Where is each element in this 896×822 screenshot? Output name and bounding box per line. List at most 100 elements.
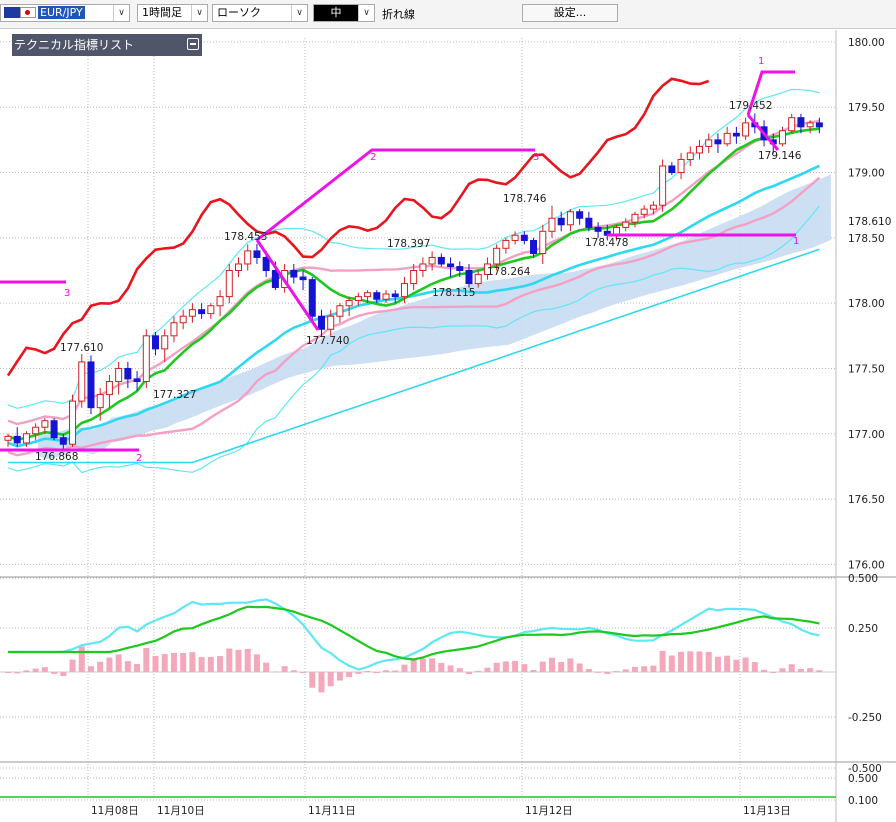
chart-type-select[interactable]: ローソク ∨ xyxy=(212,4,308,22)
candle-body xyxy=(428,256,436,265)
macd-histogram-bar xyxy=(558,661,565,672)
candle-body xyxy=(539,230,547,255)
candle-body xyxy=(400,283,408,298)
candle-body xyxy=(290,269,298,278)
macd-histogram-bar xyxy=(604,672,611,674)
macd-histogram-bar xyxy=(613,671,620,673)
candle xyxy=(225,263,233,304)
candle xyxy=(668,162,676,176)
currency-pair-select[interactable]: EUR/JPY ∨ xyxy=(0,4,130,22)
macd-histogram-bar xyxy=(207,656,214,672)
candle-body xyxy=(336,305,344,317)
macd-histogram-bar xyxy=(217,656,224,672)
candle-body xyxy=(659,165,667,206)
candle xyxy=(649,201,657,215)
candle-body xyxy=(32,426,40,435)
candle xyxy=(585,211,593,232)
minimize-icon[interactable] xyxy=(187,38,199,50)
macd-histogram-bar xyxy=(235,649,242,672)
candle-body xyxy=(152,335,160,350)
zigzag-line xyxy=(746,114,780,151)
macd-histogram-bar xyxy=(687,651,694,672)
macd-histogram-bar xyxy=(733,659,740,672)
candle-body xyxy=(345,300,353,307)
macd-histogram-bar xyxy=(705,651,712,672)
macd-histogram-bar xyxy=(576,663,583,672)
candle-body xyxy=(732,132,740,137)
high-low-label: 177.327 xyxy=(153,389,196,401)
line-thickness-select[interactable]: 中 ∨ xyxy=(313,4,375,22)
candle xyxy=(161,329,169,362)
candle-body xyxy=(50,420,58,439)
candle-body xyxy=(207,305,215,315)
candle xyxy=(465,263,473,288)
candle xyxy=(382,290,390,304)
macd-histogram-bar xyxy=(161,654,168,672)
line-tool-label[interactable]: 折れ線 xyxy=(382,8,415,21)
chevron-down-icon[interactable]: ∨ xyxy=(291,5,307,21)
macd-histogram-bar xyxy=(170,652,177,672)
moving-average-mid-line xyxy=(7,127,820,441)
macd-histogram-bar xyxy=(51,672,58,674)
price-tick-label: 178.50 xyxy=(848,233,885,245)
candle xyxy=(299,270,307,291)
high-low-label: 176.868 xyxy=(35,451,78,463)
macd-histogram-bar xyxy=(364,670,371,672)
candle xyxy=(22,431,30,447)
macd-histogram-bar xyxy=(355,672,362,674)
indicator-list-panel[interactable]: テクニカル指標リスト xyxy=(12,34,202,56)
candle xyxy=(142,329,150,389)
candle xyxy=(364,290,372,304)
macd-histogram-bar xyxy=(97,661,104,672)
macd-histogram-bar xyxy=(14,672,21,674)
candle xyxy=(198,303,206,319)
candle-body xyxy=(124,367,132,380)
bollinger-lower-2sigma xyxy=(7,205,820,474)
settings-button[interactable]: 設定... xyxy=(522,4,618,22)
chevron-down-icon[interactable]: ∨ xyxy=(113,5,129,21)
bollinger-lower-1sigma xyxy=(7,176,821,457)
macd-histogram-bar xyxy=(41,667,48,672)
date-tick-label: 11月11日 xyxy=(308,805,356,817)
candle xyxy=(179,309,187,330)
macd-histogram-bar xyxy=(318,672,325,693)
candle-body xyxy=(677,158,685,174)
macd-histogram-bar xyxy=(198,657,205,672)
candle xyxy=(474,270,482,288)
candle xyxy=(50,418,58,441)
candle-body xyxy=(797,117,805,128)
candle-body xyxy=(705,139,713,147)
candle-body xyxy=(115,367,123,383)
candle-body xyxy=(308,279,316,317)
zigzag-line xyxy=(255,239,320,331)
price-tick-label: 179.00 xyxy=(848,168,885,180)
candle-body xyxy=(778,130,786,145)
high-low-label: 178.746 xyxy=(503,193,547,205)
candle xyxy=(317,309,325,338)
macd-histogram-bar xyxy=(456,668,463,672)
macd-histogram-bar xyxy=(595,671,602,673)
macd-histogram-bar xyxy=(134,664,141,672)
chevron-down-icon[interactable]: ∨ xyxy=(358,5,374,21)
macd-histogram-bar xyxy=(383,670,390,672)
high-low-label: 178.478 xyxy=(585,237,628,249)
currency-pair-label: EUR/JPY xyxy=(38,6,85,19)
candle-body xyxy=(299,276,307,281)
macd-histogram-bar xyxy=(788,664,795,672)
candle xyxy=(788,113,796,134)
candle-body xyxy=(419,263,427,271)
chevron-down-icon[interactable]: ∨ xyxy=(191,5,207,21)
high-low-label: 177.740 xyxy=(306,335,349,347)
macd-histogram-bar xyxy=(60,672,67,677)
period-select[interactable]: 1時間足 ∨ xyxy=(137,4,208,22)
high-low-label: 177.610 xyxy=(60,342,103,354)
macd-histogram-bar xyxy=(244,648,251,672)
high-low-label: 178.397 xyxy=(387,238,430,250)
candle-body xyxy=(13,435,21,444)
macd-histogram-bar xyxy=(484,667,491,672)
candle xyxy=(308,277,316,323)
candle-body xyxy=(105,381,113,396)
date-tick-label: 11月08日 xyxy=(91,805,139,817)
candle-body xyxy=(382,293,390,300)
